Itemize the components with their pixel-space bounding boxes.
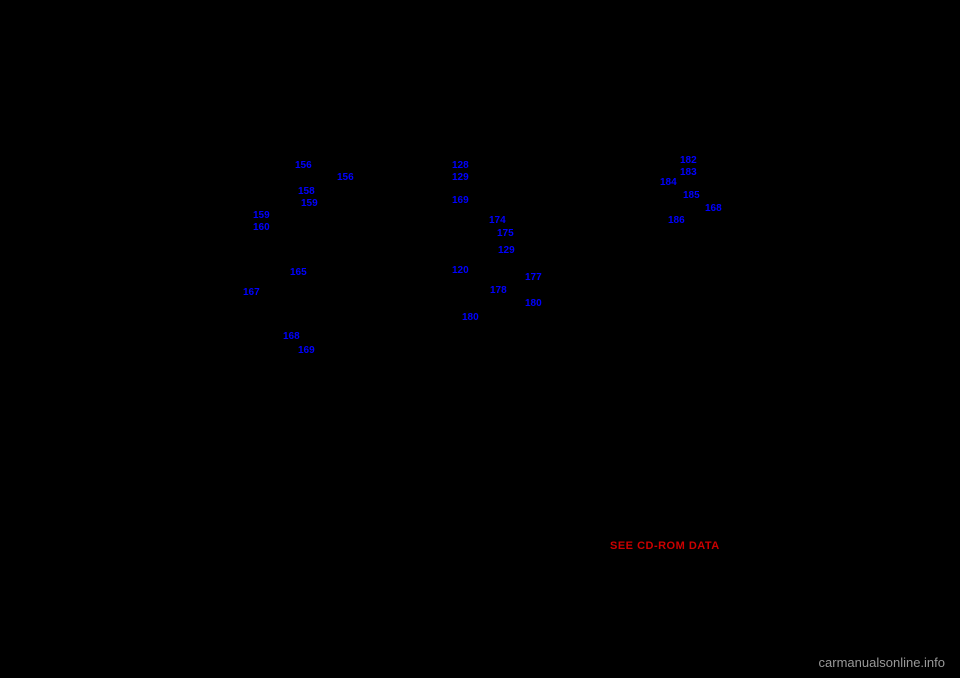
page-ref[interactable]: 175 <box>497 228 514 239</box>
page-ref[interactable]: 168 <box>705 203 722 214</box>
page-ref[interactable]: 167 <box>243 287 260 298</box>
page-ref[interactable]: 180 <box>462 312 479 323</box>
page-ref[interactable]: 156 <box>337 172 354 183</box>
page-ref[interactable]: 178 <box>490 285 507 296</box>
page-ref[interactable]: 185 <box>683 190 700 201</box>
cdrom-notice: SEE CD-ROM DATA <box>610 540 720 552</box>
document-page: 156 156 158 159 159 160 165 167 168 169 … <box>0 0 960 678</box>
page-ref[interactable]: 120 <box>452 265 469 276</box>
page-ref[interactable]: 160 <box>253 222 270 233</box>
page-ref[interactable]: 177 <box>525 272 542 283</box>
watermark-text: carmanualsonline.info <box>819 655 945 670</box>
page-ref[interactable]: 168 <box>283 331 300 342</box>
page-ref[interactable]: 186 <box>668 215 685 226</box>
page-ref[interactable]: 156 <box>295 160 312 171</box>
page-ref[interactable]: 158 <box>298 186 315 197</box>
page-ref[interactable]: 169 <box>452 195 469 206</box>
page-ref[interactable]: 182 <box>680 155 697 166</box>
page-ref[interactable]: 184 <box>660 177 677 188</box>
page-ref[interactable]: 165 <box>290 267 307 278</box>
page-ref[interactable]: 180 <box>525 298 542 309</box>
page-ref[interactable]: 129 <box>452 172 469 183</box>
page-ref[interactable]: 183 <box>680 167 697 178</box>
page-ref[interactable]: 169 <box>298 345 315 356</box>
page-ref[interactable]: 174 <box>489 215 506 226</box>
page-ref[interactable]: 128 <box>452 160 469 171</box>
page-ref[interactable]: 129 <box>498 245 515 256</box>
page-ref[interactable]: 159 <box>253 210 270 221</box>
page-ref[interactable]: 159 <box>301 198 318 209</box>
